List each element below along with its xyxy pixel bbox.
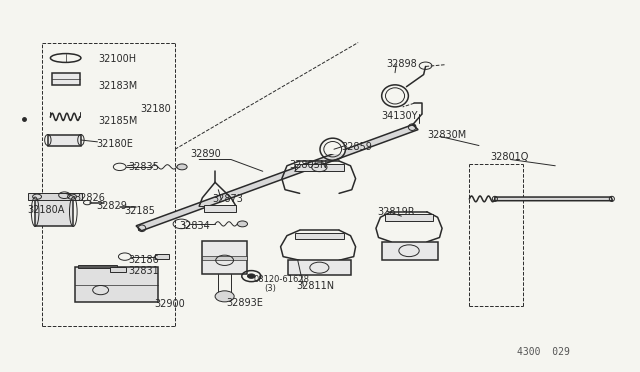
Polygon shape <box>495 197 612 201</box>
Text: 32830M: 32830M <box>427 129 466 140</box>
Text: 32186: 32186 <box>128 255 159 265</box>
Bar <box>110 267 126 272</box>
Text: 32835: 32835 <box>128 161 159 171</box>
Bar <box>202 256 247 260</box>
Text: 08120-61628: 08120-61628 <box>254 275 310 284</box>
Bar <box>52 73 79 85</box>
Text: 32183M: 32183M <box>99 81 138 91</box>
Bar <box>28 193 81 200</box>
Bar <box>385 214 433 221</box>
Text: 32893E: 32893E <box>227 298 264 308</box>
Text: 32180A: 32180A <box>28 205 65 215</box>
Bar <box>320 145 346 154</box>
Text: 32805N: 32805N <box>289 160 328 170</box>
Text: 32185M: 32185M <box>99 116 138 125</box>
Bar <box>294 164 344 170</box>
Text: 32185: 32185 <box>124 206 155 216</box>
Text: 32801Q: 32801Q <box>490 152 529 162</box>
Bar <box>76 267 158 302</box>
Bar <box>382 242 438 260</box>
Text: 32831: 32831 <box>128 266 159 276</box>
Bar <box>155 254 169 259</box>
Bar <box>294 233 344 239</box>
Text: 4300  029: 4300 029 <box>517 347 570 357</box>
Text: 32100H: 32100H <box>99 54 137 64</box>
Bar <box>204 205 236 212</box>
Text: 32829: 32829 <box>96 201 127 211</box>
Circle shape <box>215 291 234 302</box>
Text: 32898: 32898 <box>386 59 417 69</box>
Text: 32826: 32826 <box>74 193 105 203</box>
Text: 32811N: 32811N <box>296 281 334 291</box>
Text: 32819R: 32819R <box>377 208 415 218</box>
Text: 32180E: 32180E <box>96 139 133 149</box>
Circle shape <box>248 274 255 278</box>
Text: 32859: 32859 <box>342 142 372 152</box>
Bar <box>202 241 247 274</box>
Text: 34130Y: 34130Y <box>381 111 417 121</box>
Text: 32873: 32873 <box>212 194 243 204</box>
Text: 32834: 32834 <box>179 221 209 231</box>
Text: 32180: 32180 <box>141 104 172 114</box>
Bar <box>35 197 74 227</box>
Bar <box>48 135 81 145</box>
Bar <box>288 260 351 275</box>
Text: 32890: 32890 <box>190 149 221 159</box>
Bar <box>78 265 116 268</box>
Circle shape <box>177 164 187 170</box>
Text: (3): (3) <box>265 285 276 294</box>
Text: 32900: 32900 <box>155 299 186 310</box>
Polygon shape <box>136 125 418 231</box>
Circle shape <box>237 221 248 227</box>
